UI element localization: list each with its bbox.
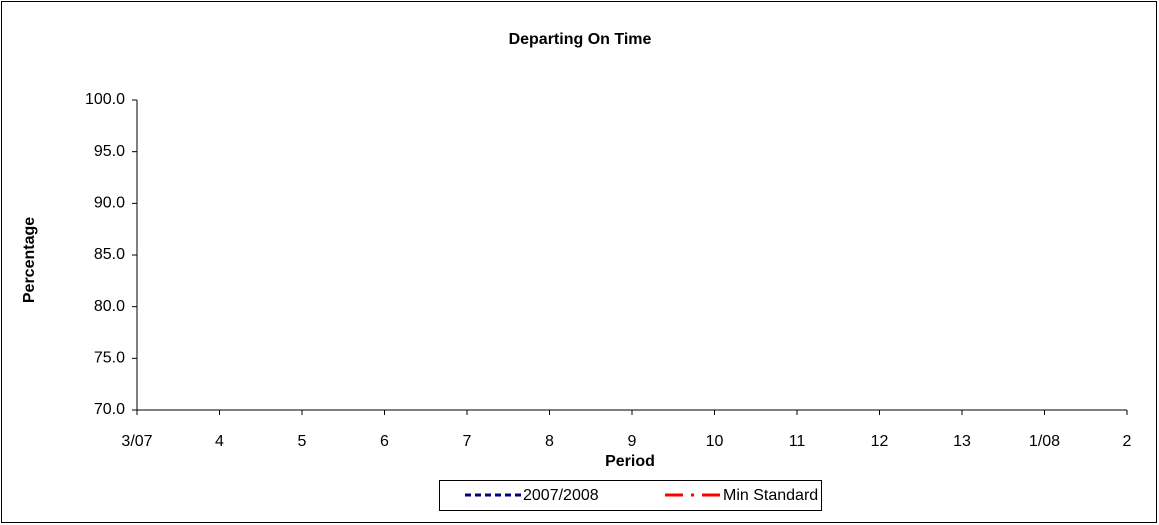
y-tick-label: 70.0 bbox=[94, 401, 125, 418]
x-tick-label: 11 bbox=[789, 433, 806, 450]
x-tick-label: 4 bbox=[215, 433, 224, 450]
x-tick-label: 12 bbox=[871, 433, 889, 450]
y-tick-label: 85.0 bbox=[94, 246, 125, 263]
x-tick-label: 5 bbox=[298, 433, 307, 450]
x-tick-label: 1/08 bbox=[1029, 433, 1060, 450]
x-tick-label: 6 bbox=[380, 433, 389, 450]
legend-label: Min Standard bbox=[723, 487, 818, 504]
y-tick-label: 80.0 bbox=[94, 298, 125, 315]
legend-label: 2007/2008 bbox=[523, 487, 599, 504]
x-tick-label: 8 bbox=[545, 433, 554, 450]
x-tick-label: 3/07 bbox=[121, 433, 152, 450]
y-tick-label: 90.0 bbox=[94, 195, 125, 212]
legend-box bbox=[439, 480, 822, 511]
y-tick-label: 75.0 bbox=[94, 350, 125, 367]
x-axis-label: Period bbox=[605, 453, 655, 470]
x-tick-label: 9 bbox=[628, 433, 637, 450]
x-tick-label: 13 bbox=[953, 433, 971, 450]
chart-title: Departing On Time bbox=[509, 31, 652, 48]
x-tick-label: 10 bbox=[706, 433, 724, 450]
y-axis-label: Percentage bbox=[21, 217, 38, 303]
x-tick-label: 7 bbox=[463, 433, 472, 450]
y-tick-label: 95.0 bbox=[94, 143, 125, 160]
y-tick-label: 100.0 bbox=[85, 91, 125, 108]
x-tick-label: 2 bbox=[1123, 433, 1132, 450]
